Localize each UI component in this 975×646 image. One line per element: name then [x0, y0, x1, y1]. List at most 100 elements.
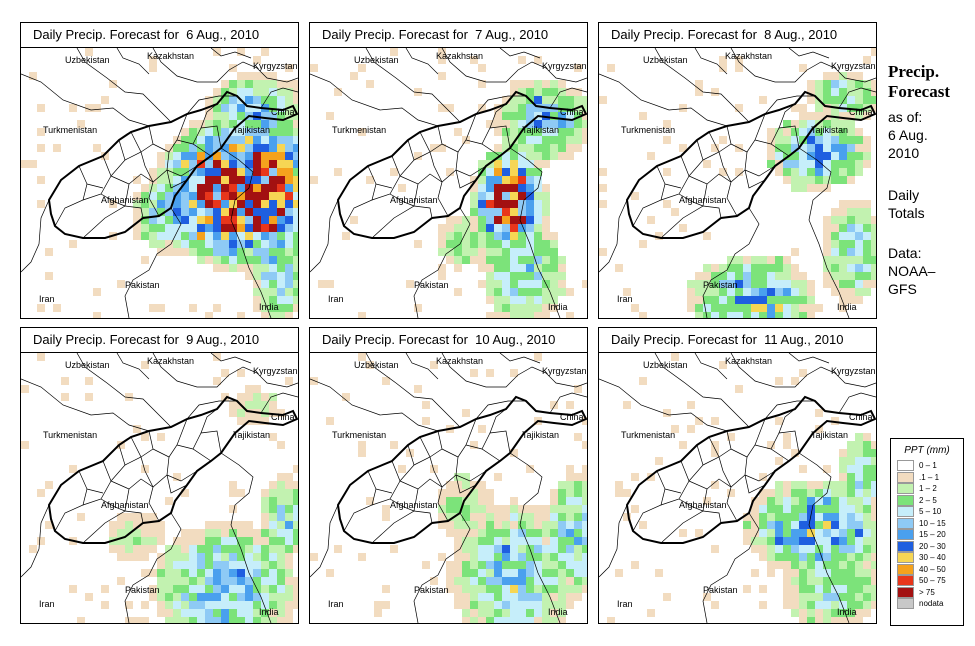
precip-cell — [526, 280, 534, 288]
precip-cell — [815, 553, 823, 561]
precip-cell — [310, 176, 318, 184]
precip-cell — [823, 176, 831, 184]
precip-cell — [285, 577, 293, 585]
precip-cell — [261, 184, 269, 192]
precip-cell — [823, 136, 831, 144]
country-border — [310, 73, 439, 127]
precip-cell — [293, 248, 298, 256]
precip-cell — [839, 136, 847, 144]
precip-cell — [486, 593, 494, 601]
precip-cell — [181, 200, 189, 208]
precip-cell — [831, 144, 839, 152]
precip-cell — [799, 593, 807, 601]
precip-cell — [277, 152, 285, 160]
precip-cell — [719, 272, 727, 280]
precip-cell — [261, 192, 269, 200]
precip-cell — [133, 425, 141, 433]
precip-cell — [510, 521, 518, 529]
province-border — [152, 418, 188, 458]
precip-cell — [277, 280, 285, 288]
legend-swatch — [897, 540, 914, 552]
precip-cell — [518, 569, 526, 577]
precip-cell — [566, 312, 574, 318]
precip-cell — [783, 601, 791, 609]
country-label-china: China — [271, 412, 295, 422]
precip-cell — [221, 152, 229, 160]
precip-cell — [253, 272, 261, 280]
precip-cell — [189, 617, 197, 623]
precip-cell — [510, 561, 518, 569]
precip-cell — [454, 537, 462, 545]
afghanistan-border — [47, 90, 298, 239]
precip-cell — [165, 208, 173, 216]
precip-cell — [534, 593, 542, 601]
precip-cell — [125, 617, 133, 623]
precip-cell — [261, 272, 269, 280]
precip-cell — [855, 72, 863, 80]
precip-cell — [831, 577, 839, 585]
precip-cell — [847, 577, 855, 585]
precip-cell — [582, 120, 587, 128]
precip-cell — [470, 369, 478, 377]
precip-cell — [245, 409, 253, 417]
precip-cell — [189, 577, 197, 585]
country-border — [509, 452, 561, 623]
precip-cell — [855, 136, 863, 144]
precip-cell — [454, 553, 462, 561]
precip-cell — [438, 248, 446, 256]
precip-cell — [149, 64, 157, 72]
precip-cell — [783, 280, 791, 288]
forecast-panel: Daily Precip. Forecast for 9 Aug., 2010 U… — [20, 327, 299, 624]
precip-cell — [470, 200, 478, 208]
precip-cell — [470, 192, 478, 200]
precip-cell — [558, 112, 566, 120]
precip-cell — [221, 112, 229, 120]
country-border — [788, 353, 830, 364]
precip-cell — [518, 104, 526, 112]
precip-cell — [494, 312, 502, 318]
precip-cell — [775, 280, 783, 288]
precip-cell — [735, 304, 743, 312]
precip-cell — [783, 537, 791, 545]
province-border — [726, 486, 738, 522]
precip-cell — [253, 593, 261, 601]
precip-cell — [871, 465, 876, 473]
precip-cell — [791, 128, 799, 136]
precip-cell — [815, 601, 823, 609]
precip-cell — [478, 184, 486, 192]
precip-cell — [462, 248, 470, 256]
precip-cell — [831, 136, 839, 144]
precip-cell — [815, 80, 823, 88]
precip-cell — [269, 80, 277, 88]
precip-cell — [839, 96, 847, 104]
precip-cell — [213, 136, 221, 144]
precip-cell — [189, 537, 197, 545]
precip-cell — [229, 481, 237, 489]
precip-cell — [542, 569, 550, 577]
province-border — [744, 474, 766, 494]
precip-cell — [285, 553, 293, 561]
precip-cell — [791, 312, 799, 318]
precip-cell — [743, 304, 751, 312]
precip-cell — [799, 112, 807, 120]
precip-cell — [847, 585, 855, 593]
precip-cell — [269, 112, 277, 120]
precip-cell — [791, 248, 799, 256]
precip-cell — [197, 569, 205, 577]
precip-cell — [542, 577, 550, 585]
precip-cell — [285, 537, 293, 545]
precip-cell — [478, 577, 486, 585]
precip-cell — [454, 505, 462, 513]
precip-cell — [679, 224, 687, 232]
precip-cell — [799, 144, 807, 152]
precip-cell — [703, 232, 711, 240]
precip-cell — [261, 128, 269, 136]
precip-cell — [189, 569, 197, 577]
precip-cell — [486, 505, 494, 513]
precip-cell — [269, 128, 277, 136]
precip-cell — [735, 104, 743, 112]
precip-cell — [261, 577, 269, 585]
precip-cell — [566, 120, 574, 128]
precip-cell — [494, 208, 502, 216]
precip-cell — [430, 361, 438, 369]
